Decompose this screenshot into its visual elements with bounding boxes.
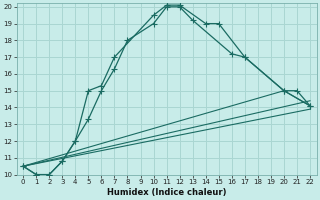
X-axis label: Humidex (Indice chaleur): Humidex (Indice chaleur): [107, 188, 226, 197]
